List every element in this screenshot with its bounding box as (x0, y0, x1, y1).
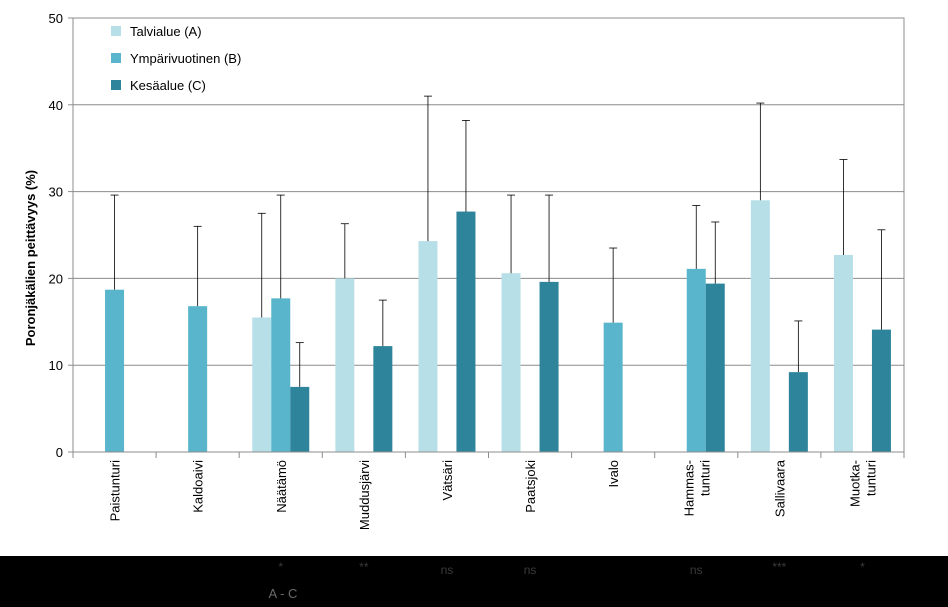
legend-swatch (111, 53, 121, 63)
y-tick-label: 30 (49, 185, 63, 200)
chart-panel: 0 10 20 30 40 50 Paistunturi Kaldoaivi Näätämö Mu… (0, 0, 948, 556)
y-tick-label: 20 (49, 271, 63, 286)
significance-label: * (278, 560, 284, 574)
x-tick-label: Paatsjoki (523, 460, 538, 513)
bar (788, 372, 808, 452)
significance-label: *** (772, 560, 787, 574)
bars (105, 200, 891, 452)
bar (456, 211, 476, 452)
legend-label: Kesäalue (C) (130, 78, 206, 93)
y-tick-label: 40 (49, 98, 63, 113)
bar-chart: 0 10 20 30 40 50 Paistunturi Kaldoaivi Näätämö Mu… (23, 11, 905, 530)
legend-label: Ympärivuotinen (B) (130, 51, 241, 66)
bar (501, 273, 521, 452)
x-tick-label: tunturi (697, 460, 712, 496)
bar (539, 281, 559, 452)
x-tick-label: Ivalo (606, 460, 621, 487)
bar (750, 200, 770, 452)
bar (418, 241, 438, 452)
bar (290, 386, 310, 452)
error-bars (110, 95, 886, 387)
significance-label: ns (523, 563, 537, 577)
x-tick-label: Muotka- (847, 460, 862, 507)
significance-label: ns (689, 563, 703, 577)
x-tick-label: Muddusjärvi (357, 460, 372, 530)
legend-swatch (111, 26, 121, 36)
y-tick-label: 50 (49, 11, 63, 26)
legend-label: Talvialue (A) (130, 24, 202, 39)
bar (105, 289, 125, 452)
bar (603, 322, 623, 452)
bar (188, 306, 208, 452)
significance-label: ** (359, 560, 369, 574)
x-tick-label: tunturi (863, 460, 878, 496)
x-tick-label: Hammas- (681, 460, 696, 516)
bar (271, 298, 291, 452)
x-tick-label: Kaldoaivi (191, 460, 206, 513)
bar (833, 254, 853, 452)
x-tick-label: Vätsäri (440, 460, 455, 501)
y-tick-label: 10 (49, 358, 63, 373)
bar (871, 329, 891, 452)
significance-label: ns (440, 563, 454, 577)
axes (68, 17, 905, 458)
bar (705, 283, 725, 452)
bar (335, 278, 355, 452)
bar (373, 346, 393, 452)
x-tick-label: Paistunturi (108, 460, 123, 522)
x-tick-label: Sallivaara (772, 459, 787, 517)
x-tick-label: Näätämö (274, 460, 289, 513)
significance-label: * (860, 560, 865, 574)
legend: Talvialue (A) Ympärivuotinen (B) Kesäalue … (111, 24, 241, 93)
y-tick-label: 0 (56, 445, 63, 460)
y-axis-label: Poronjäkälien peittävyys (%) (23, 170, 38, 346)
tick-labels: 0 10 20 30 40 50 Paistunturi Kaldoaivi Näätämö Mu… (49, 11, 879, 530)
legend-swatch (111, 80, 121, 90)
bar (252, 317, 272, 452)
bar (686, 268, 706, 452)
comparison-label: A - C (268, 586, 298, 601)
